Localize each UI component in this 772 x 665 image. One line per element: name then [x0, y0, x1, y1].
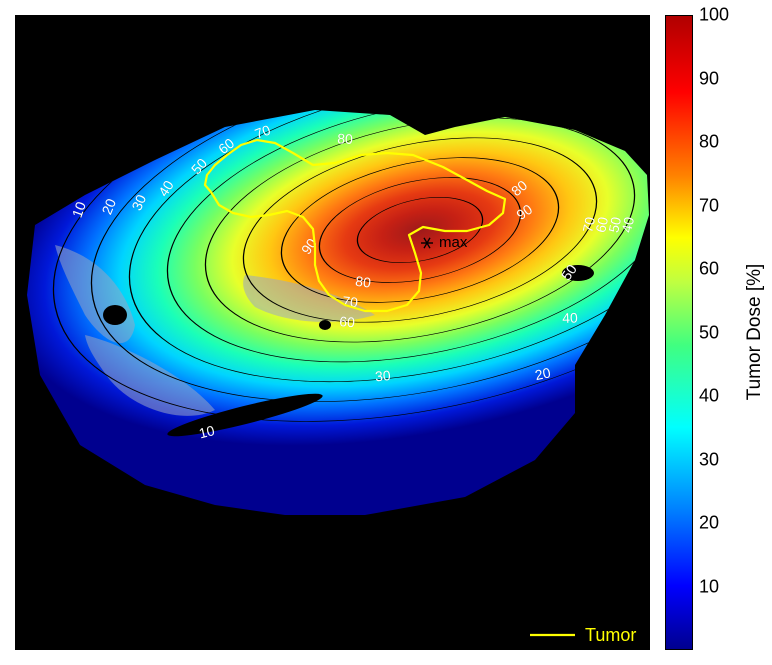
- svg-text:30: 30: [374, 367, 391, 384]
- colorbar-tick: 80: [699, 132, 719, 153]
- svg-text:40: 40: [562, 309, 578, 326]
- colorbar-tick: 90: [699, 68, 719, 89]
- colorbar-ticks: 102030405060708090100: [699, 15, 739, 650]
- svg-text:80: 80: [354, 273, 372, 291]
- colorbar-tick: 50: [699, 322, 719, 343]
- svg-text:80: 80: [337, 130, 353, 147]
- colorbar-tick: 30: [699, 449, 719, 470]
- colorbar-tick: 20: [699, 513, 719, 534]
- colorbar-tick: 70: [699, 195, 719, 216]
- svg-text:max: max: [439, 234, 468, 251]
- plot-svg: 1020304050607080809090807060504030201070…: [15, 15, 650, 650]
- colorbar-tick: 60: [699, 259, 719, 280]
- colorbar-tick: 10: [699, 576, 719, 597]
- tumor-legend: Tumor: [530, 625, 636, 645]
- colorbar: [665, 15, 693, 650]
- colorbar-label: Tumor Dose [%]: [744, 264, 766, 401]
- dose-contour-plot: 1020304050607080809090807060504030201070…: [15, 15, 650, 650]
- colorbar-tick: 40: [699, 386, 719, 407]
- svg-text:Tumor: Tumor: [585, 625, 636, 645]
- svg-text:60: 60: [339, 313, 356, 330]
- colorbar-tick: 100: [699, 5, 729, 26]
